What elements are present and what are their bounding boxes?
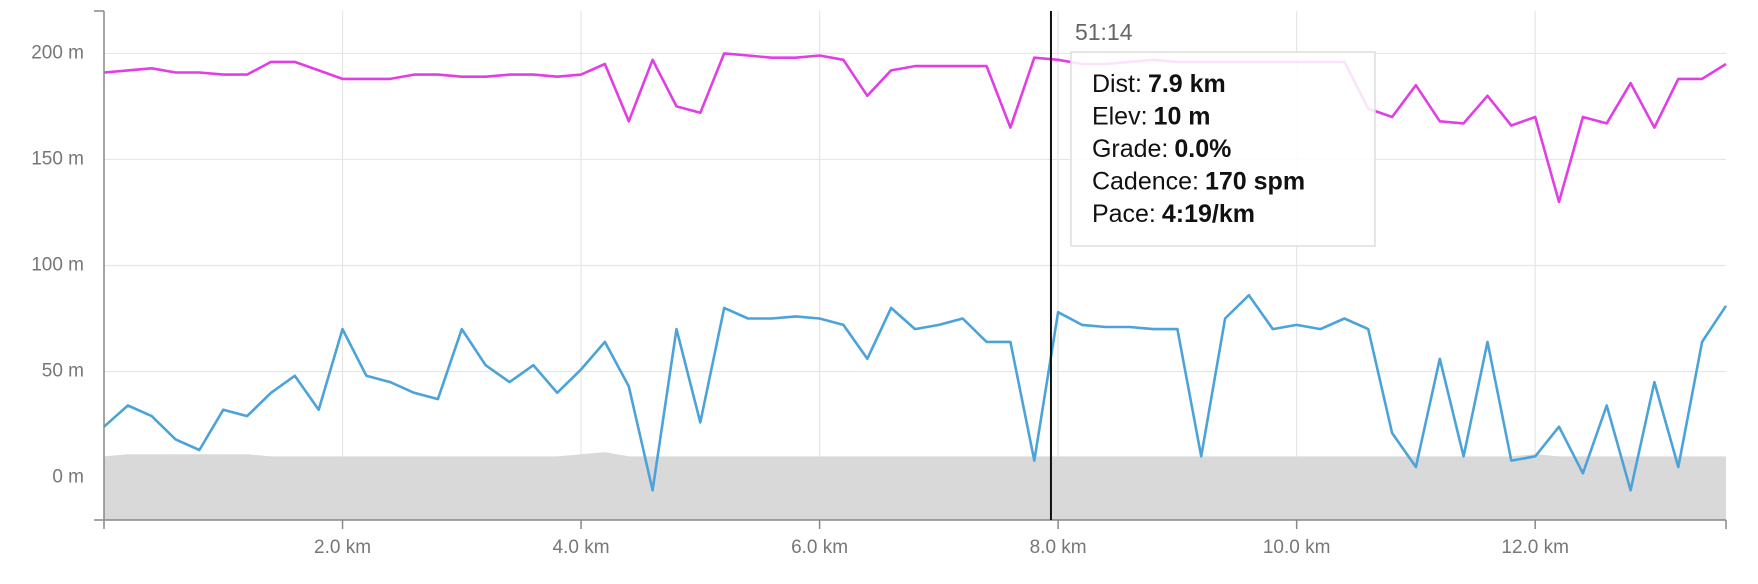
tooltip-value: 170 spm bbox=[1205, 167, 1305, 195]
tooltip-row: Grade: 0.0% bbox=[1092, 135, 1231, 163]
tooltip-label: Dist: bbox=[1092, 70, 1142, 98]
tooltip-label: Elev: bbox=[1092, 102, 1148, 130]
x-tick-label: 2.0 km bbox=[314, 537, 371, 558]
tooltip-value: 7.9 km bbox=[1148, 70, 1226, 98]
tooltip-row: Pace: 4:19/km bbox=[1092, 200, 1255, 228]
tooltip-label: Grade: bbox=[1092, 135, 1168, 163]
tooltip-box bbox=[1070, 51, 1376, 247]
axes: 0 m 50 m 100 m 150 m 200 m 2.0 km 4.0 km 6.0 km… bbox=[31, 10, 1727, 558]
area-series bbox=[104, 452, 1726, 520]
y-tick-label: 150 m bbox=[31, 148, 84, 169]
grid bbox=[104, 11, 1726, 520]
y-tick-label: 100 m bbox=[31, 255, 84, 276]
tooltip-value: 0.0% bbox=[1174, 135, 1231, 163]
y-tick-label: 0 m bbox=[52, 467, 84, 488]
y-tick-label: 200 m bbox=[31, 42, 84, 63]
x-tick-label: 10.0 km bbox=[1263, 537, 1331, 558]
line-series bbox=[103, 293, 1728, 492]
tooltip-label: Cadence: bbox=[1092, 167, 1199, 195]
tooltip-row: Cadence: 170 spm bbox=[1092, 167, 1305, 195]
x-tick-label: 6.0 km bbox=[791, 537, 848, 558]
line-series bbox=[103, 52, 1727, 204]
cursor-time: 51:14 bbox=[1075, 19, 1133, 45]
marks bbox=[103, 52, 1728, 520]
x-tick-label: 12.0 km bbox=[1501, 537, 1569, 558]
tooltip-label: Pace: bbox=[1092, 200, 1156, 228]
y-tick-label: 50 m bbox=[42, 361, 84, 382]
tooltip-row: Dist: 7.9 km bbox=[1092, 70, 1226, 98]
tooltip-value: 4:19/km bbox=[1162, 200, 1255, 228]
x-tick-label: 4.0 km bbox=[553, 537, 610, 558]
tooltip-row: Elev: 10 m bbox=[1092, 102, 1211, 130]
tooltip-value: 10 m bbox=[1154, 102, 1211, 130]
x-tick-label: 8.0 km bbox=[1030, 537, 1087, 558]
